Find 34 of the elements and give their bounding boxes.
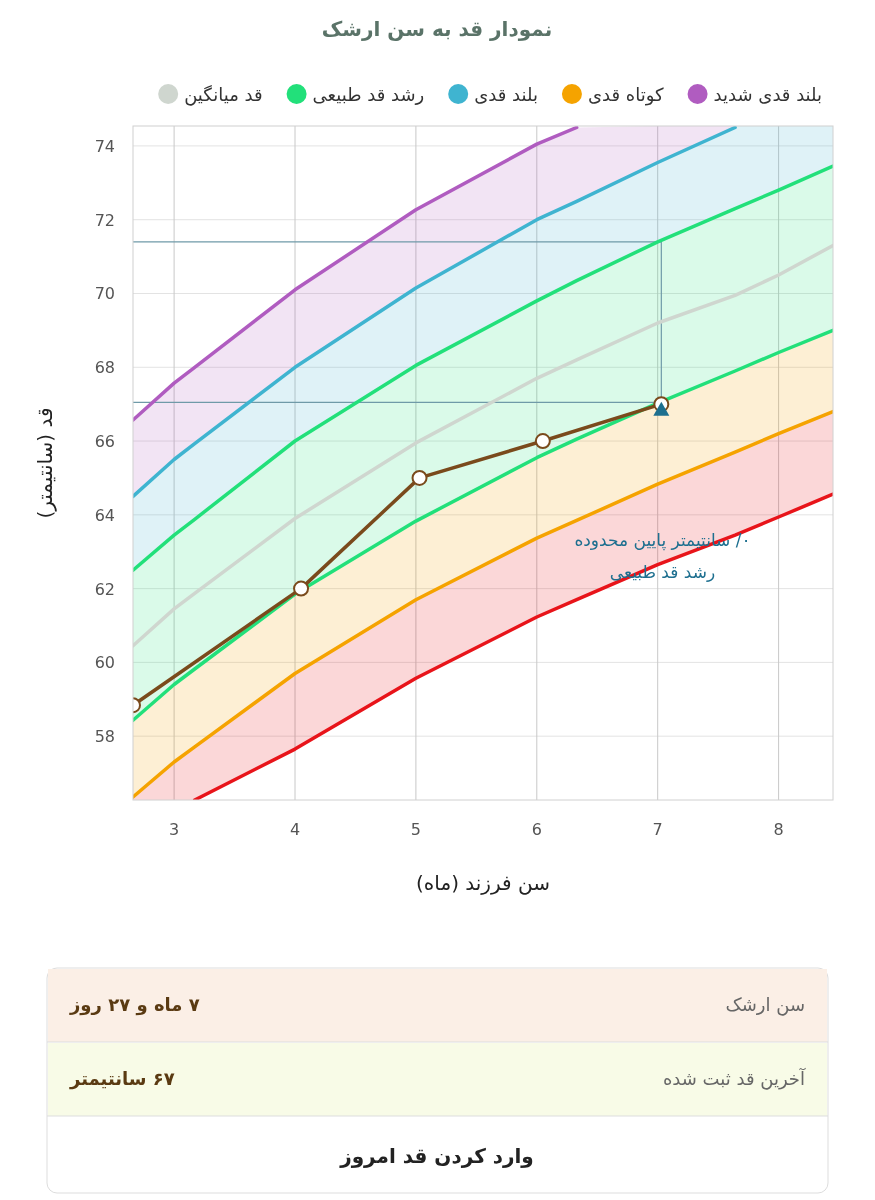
y-tick-label: 74 xyxy=(94,136,115,156)
legend-label: رشد قد طبیعی xyxy=(312,84,425,105)
point xyxy=(293,580,310,597)
y-tick-label: 70 xyxy=(94,284,115,304)
legend-label: بلند قدی شدید xyxy=(713,84,822,105)
text: آخرین قد ثبت شده xyxy=(662,1067,806,1090)
x-tick-label: 8 xyxy=(773,820,784,839)
y-tick-label: 66 xyxy=(94,432,115,452)
point xyxy=(653,401,670,416)
text: سن ارشک xyxy=(725,994,805,1016)
legend-label: بلند قدی xyxy=(474,84,538,105)
point xyxy=(534,433,551,450)
legend-label: کوتاه قدی xyxy=(587,84,665,106)
line-series xyxy=(192,492,833,800)
chart-title: نمودار قد به سن ارشک xyxy=(321,17,553,41)
text: ۶۷ سانتیمتر xyxy=(69,1068,175,1090)
y-tick-label: 68 xyxy=(94,358,115,378)
y-axis-title: قد (سانتیمتر) xyxy=(33,407,57,519)
point xyxy=(411,469,428,486)
text: ۷ ماه و ۲۷ روز xyxy=(69,994,200,1016)
y-tick-label: 62 xyxy=(94,579,115,599)
x-tick-label: 3 xyxy=(169,820,180,839)
y-tick-label: 72 xyxy=(94,210,115,230)
x-tick-label: 4 xyxy=(289,820,301,839)
y-tick-label: 60 xyxy=(94,653,115,673)
line-series xyxy=(133,126,579,422)
x-tick-label: 5 xyxy=(410,820,421,839)
y-tick-label: 64 xyxy=(94,505,115,525)
x-tick-label: 6 xyxy=(531,820,542,839)
x-axis-title: سن فرزند (ماه) xyxy=(416,871,550,895)
legend-label: قد میانگین xyxy=(184,84,263,106)
y-tick-label: 58 xyxy=(94,727,115,747)
x-tick-label: 7 xyxy=(652,820,663,839)
text: وارد کردن قد امروز xyxy=(339,1144,534,1168)
